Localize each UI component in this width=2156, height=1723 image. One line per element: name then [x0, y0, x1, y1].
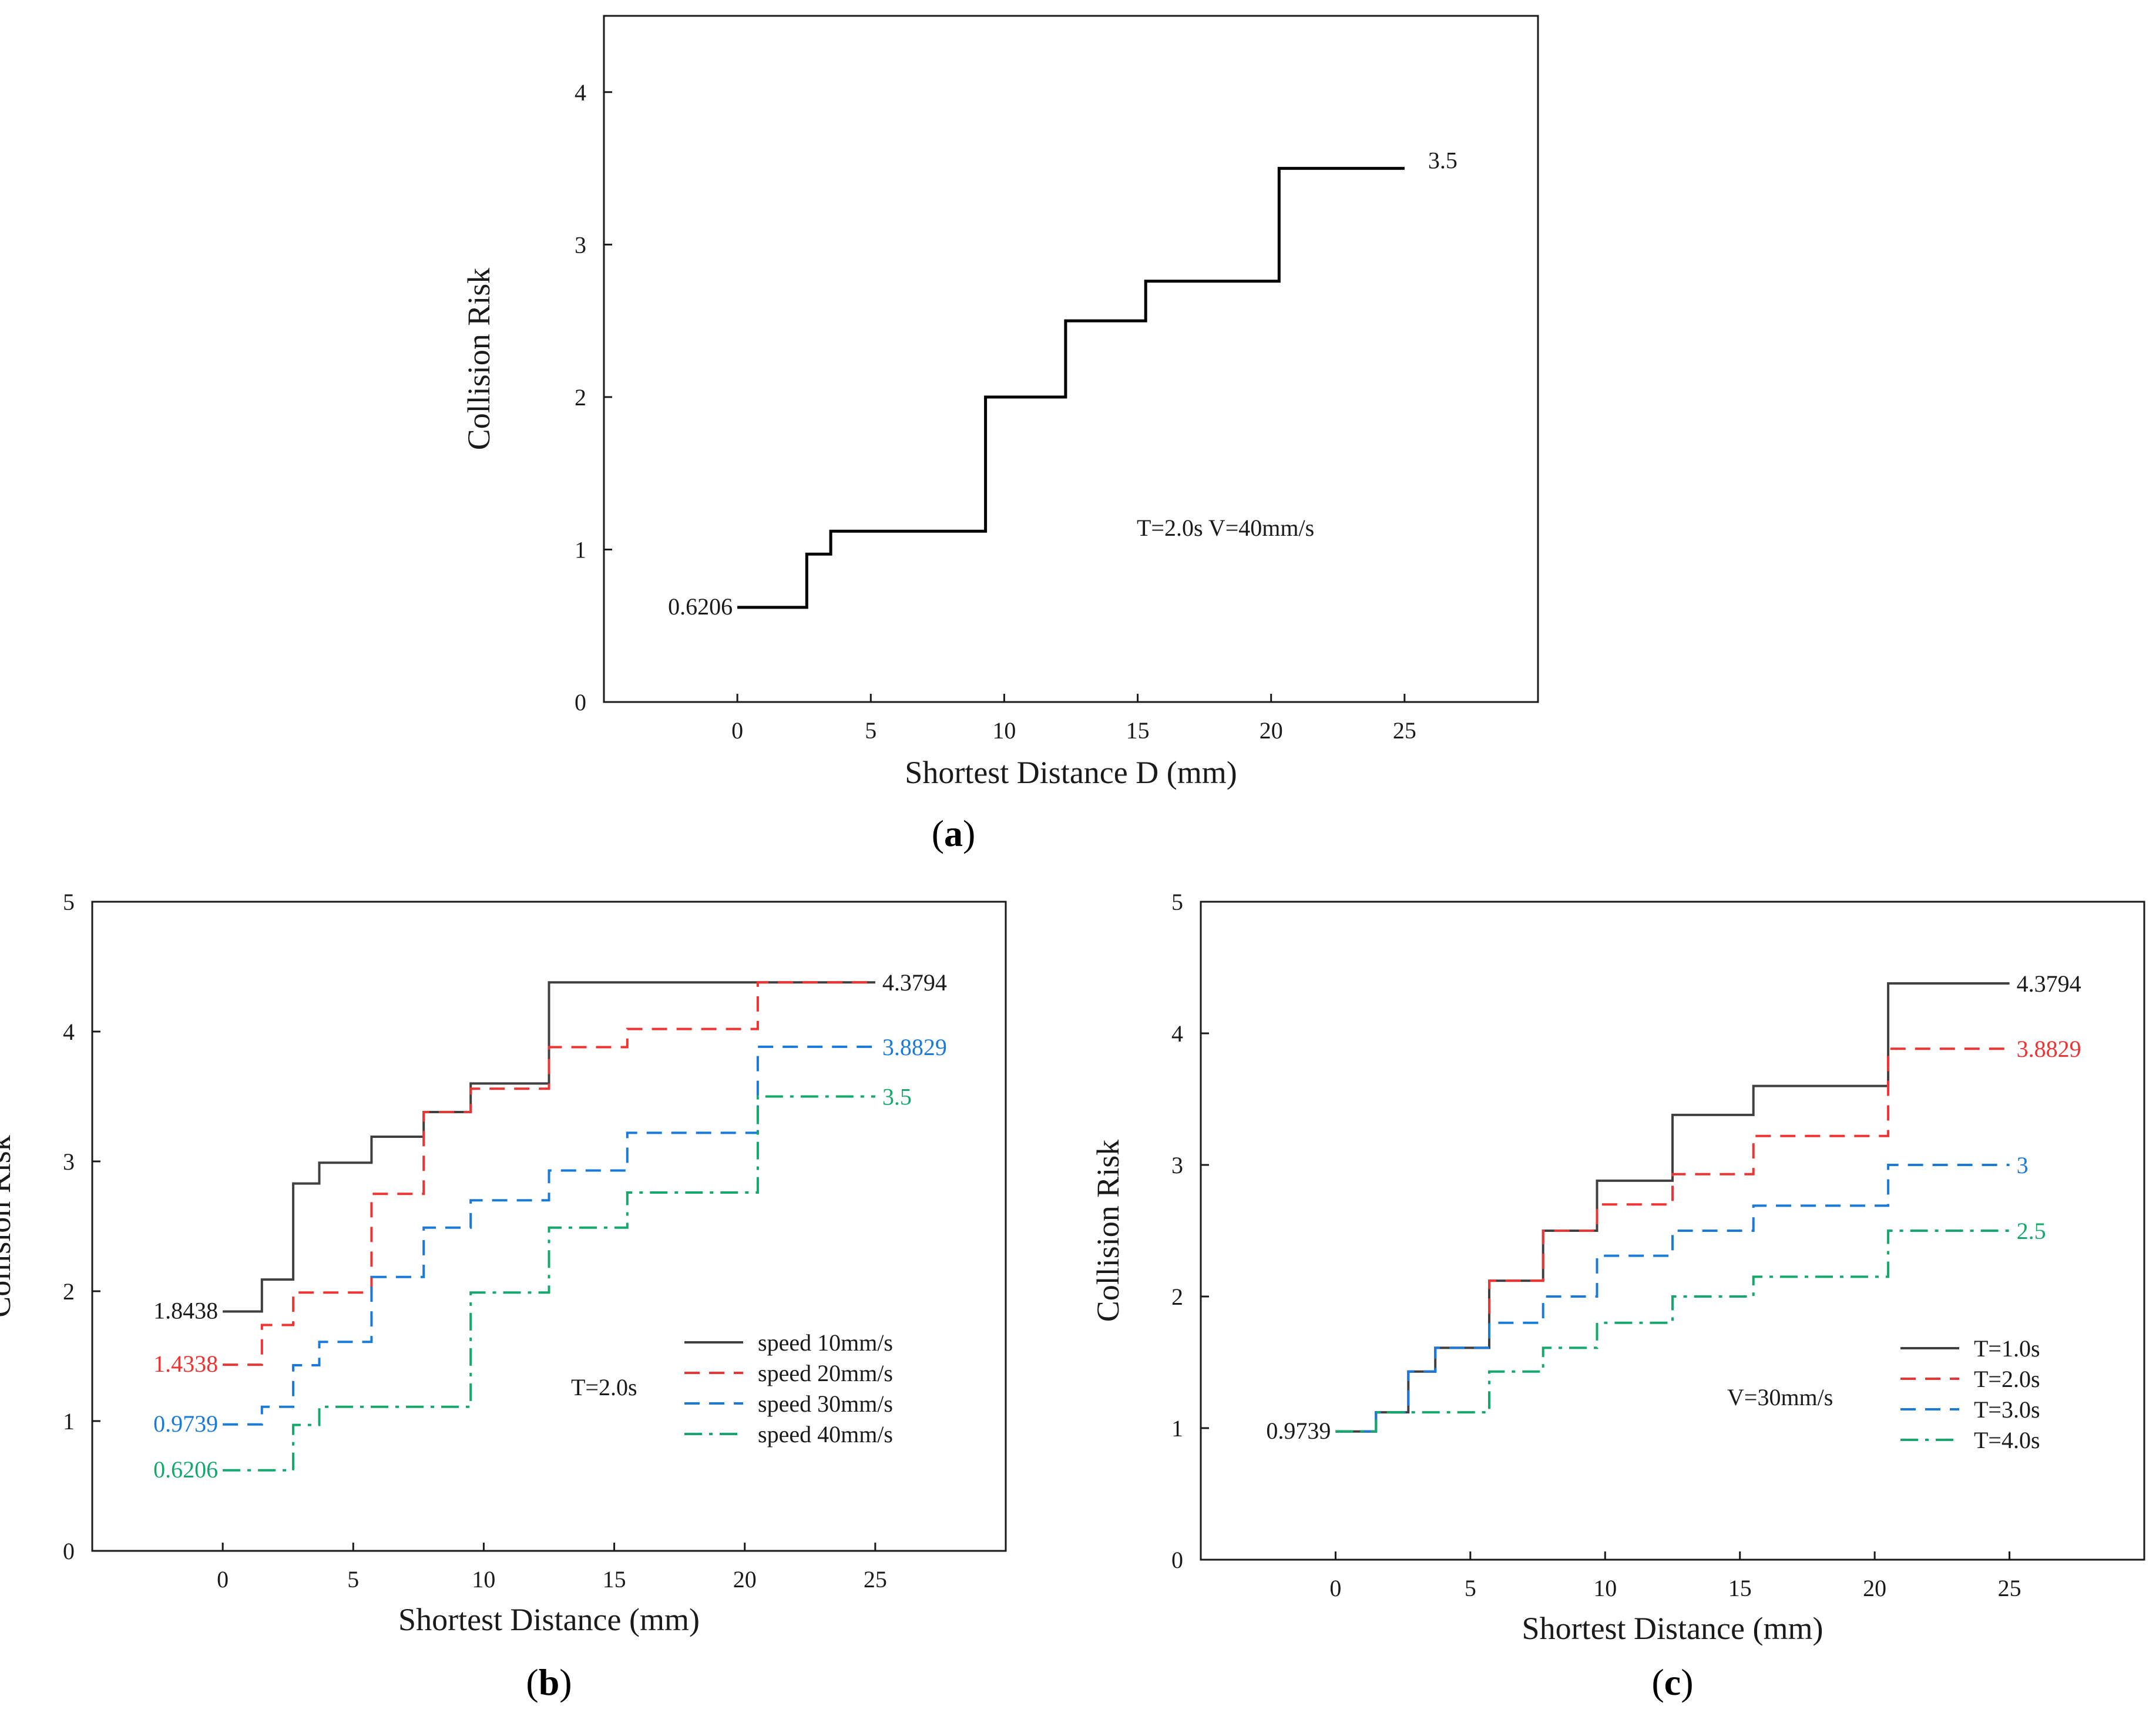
end-value-label: 3.5	[882, 1084, 912, 1110]
series-line-1	[1335, 982, 2010, 1433]
legend-entry-label: T=2.0s	[1974, 1366, 2040, 1392]
legend-entry-label: T=3.0s	[1974, 1396, 2040, 1423]
condition-annotation: T=2.0s V=40mm/s	[1137, 515, 1314, 541]
y-axis-title: Collision Risk	[0, 1135, 17, 1318]
y-tick-label: 1	[1171, 1415, 1183, 1442]
y-tick-label: 4	[63, 1019, 75, 1045]
y-tick-label: 5	[63, 889, 75, 915]
end-value-label: 3.8829	[2017, 1036, 2081, 1062]
panel-label: (b)	[526, 1661, 572, 1703]
x-tick-label: 20	[1863, 1575, 1886, 1601]
series-line-2	[223, 981, 875, 1366]
end-value-label: 3	[2017, 1152, 2029, 1178]
x-tick-label: 25	[1393, 717, 1416, 744]
x-tick-label: 10	[992, 717, 1016, 744]
start-value-label: 0.6206	[153, 1456, 218, 1483]
start-value-label: 1.4338	[153, 1351, 218, 1377]
x-axis-title: Shortest Distance D (mm)	[905, 755, 1237, 790]
legend: T=1.0s T=2.0s T=3.0s T=4.0s	[1900, 1335, 2040, 1453]
chart-panel-c: 0 5 10 15 20 25 0 1 2 3 4 5 Shortest Distance (mm) Co…	[1090, 889, 2145, 1703]
y-tick-label: 5	[1171, 889, 1183, 915]
x-tick-label: 15	[603, 1566, 626, 1593]
plot-frame	[603, 15, 1539, 703]
x-tick-label: 0	[1329, 1575, 1341, 1601]
x-axis-title: Shortest Distance (mm)	[398, 1602, 700, 1637]
x-tick-label: 25	[864, 1566, 887, 1593]
y-tick-label: 0	[1171, 1547, 1183, 1573]
y-tick-label: 2	[1171, 1284, 1183, 1310]
series-line-1	[737, 167, 1405, 609]
x-tick-label: 0	[217, 1566, 229, 1593]
y-tick-label: 4	[1171, 1020, 1183, 1047]
end-value-label: 4.3794	[882, 969, 947, 996]
x-tick-label: 5	[1465, 1575, 1476, 1601]
chart-panel-b: 0 5 10 15 20 25 0 1 2 3 4 5 Shortest Distance (mm) Co…	[0, 889, 1007, 1703]
start-value-label: 0.6206	[668, 593, 733, 620]
legend-entry-label: speed 10mm/s	[758, 1329, 893, 1356]
y-tick-label: 2	[63, 1278, 75, 1305]
end-value-label: 3.8829	[882, 1034, 947, 1060]
y-tick-label: 2	[575, 384, 586, 411]
legend-entry-label: T=1.0s	[1974, 1335, 2040, 1362]
start-value-label: 0.9739	[1266, 1418, 1331, 1444]
panel-label: (a)	[932, 812, 976, 854]
series-line-4	[1335, 1230, 2010, 1433]
series-line-4	[223, 1095, 875, 1472]
series-line-3	[1335, 1164, 2010, 1433]
start-value-label: 0.9739	[153, 1410, 218, 1437]
y-axis-title: Collision Risk	[461, 268, 496, 451]
x-tick-label: 15	[1126, 717, 1150, 744]
plot-frame	[1200, 901, 2145, 1561]
y-tick-label: 3	[1171, 1152, 1183, 1178]
series-line-3	[223, 1045, 875, 1426]
y-tick-label: 1	[63, 1408, 75, 1435]
legend-entry-label: speed 40mm/s	[758, 1421, 893, 1447]
legend-entry-label: speed 20mm/s	[758, 1360, 893, 1386]
condition-annotation: T=2.0s	[571, 1374, 637, 1400]
end-value-label: 2.5	[2017, 1218, 2046, 1244]
x-tick-label: 10	[472, 1566, 495, 1593]
y-tick-label: 0	[63, 1538, 75, 1564]
series-line-1	[223, 981, 875, 1313]
y-tick-label: 1	[575, 536, 586, 563]
x-tick-label: 20	[1260, 717, 1283, 744]
legend: speed 10mm/s speed 20mm/s speed 30mm/s spee…	[684, 1329, 893, 1447]
x-tick-label: 5	[347, 1566, 359, 1593]
y-axis-title: Collision Risk	[1090, 1140, 1126, 1322]
start-value-label: 1.8438	[153, 1298, 218, 1324]
end-value-label: 3.5	[1428, 147, 1458, 174]
y-tick-label: 0	[575, 689, 586, 716]
y-tick-label: 3	[575, 231, 586, 258]
panel-label: (c)	[1651, 1661, 1693, 1703]
plot-frame	[91, 901, 1007, 1552]
x-tick-label: 25	[1998, 1575, 2021, 1601]
chart-panel-a: 0 5 10 15 20 25 0 1 2 3 4 Shortest Distance D (mm) C…	[461, 15, 1539, 854]
condition-annotation: V=30mm/s	[1727, 1384, 1833, 1410]
x-tick-label: 0	[731, 717, 743, 744]
y-tick-label: 4	[575, 79, 586, 106]
legend-entry-label: T=4.0s	[1974, 1427, 2040, 1453]
x-axis-title: Shortest Distance (mm)	[1522, 1611, 1823, 1646]
end-value-label: 4.3794	[2017, 970, 2081, 997]
legend-entry-label: speed 30mm/s	[758, 1391, 893, 1417]
x-tick-label: 10	[1593, 1575, 1617, 1601]
x-tick-label: 5	[865, 717, 876, 744]
y-tick-label: 3	[63, 1148, 75, 1175]
x-tick-label: 15	[1728, 1575, 1752, 1601]
x-tick-label: 20	[733, 1566, 757, 1593]
